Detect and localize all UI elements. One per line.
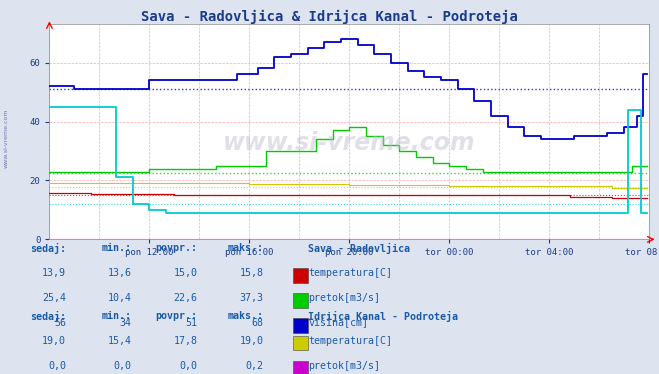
Bar [293,293,308,308]
Text: povpr.:: povpr.: [156,311,198,321]
Text: 68: 68 [252,318,264,328]
Text: www.si-vreme.com: www.si-vreme.com [223,131,476,154]
Text: temperatura[C]: temperatura[C] [308,335,392,346]
Text: 34: 34 [120,318,132,328]
Text: 17,8: 17,8 [174,335,198,346]
Text: 19,0: 19,0 [42,335,66,346]
Text: Idrijca Kanal - Podroteja: Idrijca Kanal - Podroteja [308,311,459,322]
Bar [293,335,308,350]
Text: temperatura[C]: temperatura[C] [308,268,392,278]
Bar [293,361,308,374]
Text: sedaj:: sedaj: [30,311,66,322]
Text: 0,0: 0,0 [48,361,66,371]
Text: 10,4: 10,4 [108,293,132,303]
Text: sedaj:: sedaj: [30,243,66,254]
Text: 22,6: 22,6 [174,293,198,303]
Text: www.si-vreme.com: www.si-vreme.com [3,108,9,168]
Text: min.:: min.: [101,243,132,254]
Text: Sava - Radovljica & Idrijca Kanal - Podroteja: Sava - Radovljica & Idrijca Kanal - Podr… [141,9,518,24]
Text: 56: 56 [54,318,66,328]
Text: 51: 51 [186,318,198,328]
Text: pretok[m3/s]: pretok[m3/s] [308,293,380,303]
Text: povpr.:: povpr.: [156,243,198,254]
Bar [293,268,308,283]
Text: 0,0: 0,0 [114,361,132,371]
Text: 0,2: 0,2 [246,361,264,371]
Text: višina[cm]: višina[cm] [308,318,368,328]
Text: 15,0: 15,0 [174,268,198,278]
Text: maks.:: maks.: [227,243,264,254]
Text: 13,6: 13,6 [108,268,132,278]
Bar [293,318,308,333]
Text: 25,4: 25,4 [42,293,66,303]
Text: 13,9: 13,9 [42,268,66,278]
Text: 15,4: 15,4 [108,335,132,346]
Text: 15,8: 15,8 [240,268,264,278]
Text: 37,3: 37,3 [240,293,264,303]
Text: 0,0: 0,0 [180,361,198,371]
Text: 19,0: 19,0 [240,335,264,346]
Text: Sava - Radovljica: Sava - Radovljica [308,243,411,254]
Text: min.:: min.: [101,311,132,321]
Text: pretok[m3/s]: pretok[m3/s] [308,361,380,371]
Text: maks.:: maks.: [227,311,264,321]
